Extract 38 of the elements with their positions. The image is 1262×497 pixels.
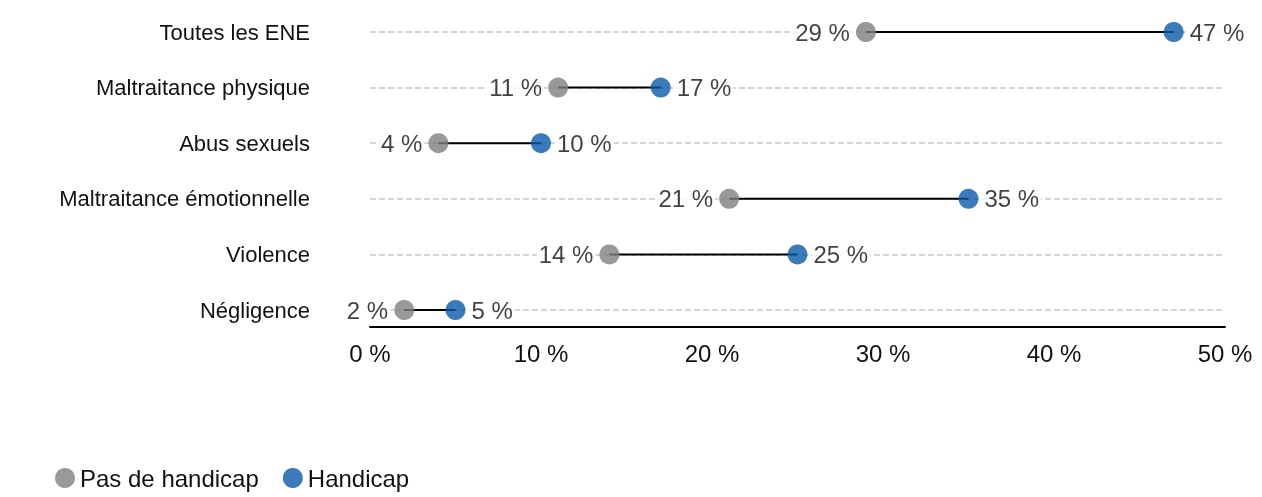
y-tick-label: Abus sexuels xyxy=(179,130,310,156)
x-tick-label: 0 % xyxy=(349,339,391,367)
point xyxy=(958,188,979,209)
y-tick-label: Violence xyxy=(226,241,310,267)
point xyxy=(394,300,415,320)
x-tick-label: 40 % xyxy=(1026,339,1082,367)
point xyxy=(531,133,551,154)
data-label: 21 % xyxy=(658,185,714,213)
x-tick-label: 30 % xyxy=(855,339,911,367)
point xyxy=(428,133,449,154)
point xyxy=(599,244,620,265)
legend-label: Pas de handicap xyxy=(80,464,259,492)
x-tick-label: 50 % xyxy=(1197,339,1253,367)
data-label: 14 % xyxy=(538,240,594,268)
x-tick-label: 10 % xyxy=(513,339,569,367)
legend-label: Handicap xyxy=(307,464,410,492)
point xyxy=(787,244,808,265)
point xyxy=(548,77,569,98)
point xyxy=(650,77,671,98)
data-label: 2 % xyxy=(346,296,389,324)
data-label: 10 % xyxy=(557,129,612,157)
point xyxy=(719,188,740,209)
data-label: 17 % xyxy=(676,74,732,102)
y-tick-label: Négligence xyxy=(199,297,310,323)
data-label: 4 % xyxy=(381,129,423,157)
data-label: 29 % xyxy=(795,18,850,46)
point xyxy=(445,300,466,320)
point xyxy=(1163,22,1184,42)
data-label: 25 % xyxy=(813,240,869,268)
data-label: 47 % xyxy=(1189,18,1245,46)
y-tick-label: Maltraitance émotionnelle xyxy=(59,186,310,212)
data-label: 11 % xyxy=(489,74,543,102)
data-label: 5 % xyxy=(471,296,513,324)
y-tick-label: Maltraitance physique xyxy=(95,75,310,101)
y-tick-label: Toutes les ENE xyxy=(159,19,310,45)
x-tick-label: 20 % xyxy=(684,339,740,367)
point xyxy=(855,22,876,42)
data-label: 35 % xyxy=(984,185,1040,213)
